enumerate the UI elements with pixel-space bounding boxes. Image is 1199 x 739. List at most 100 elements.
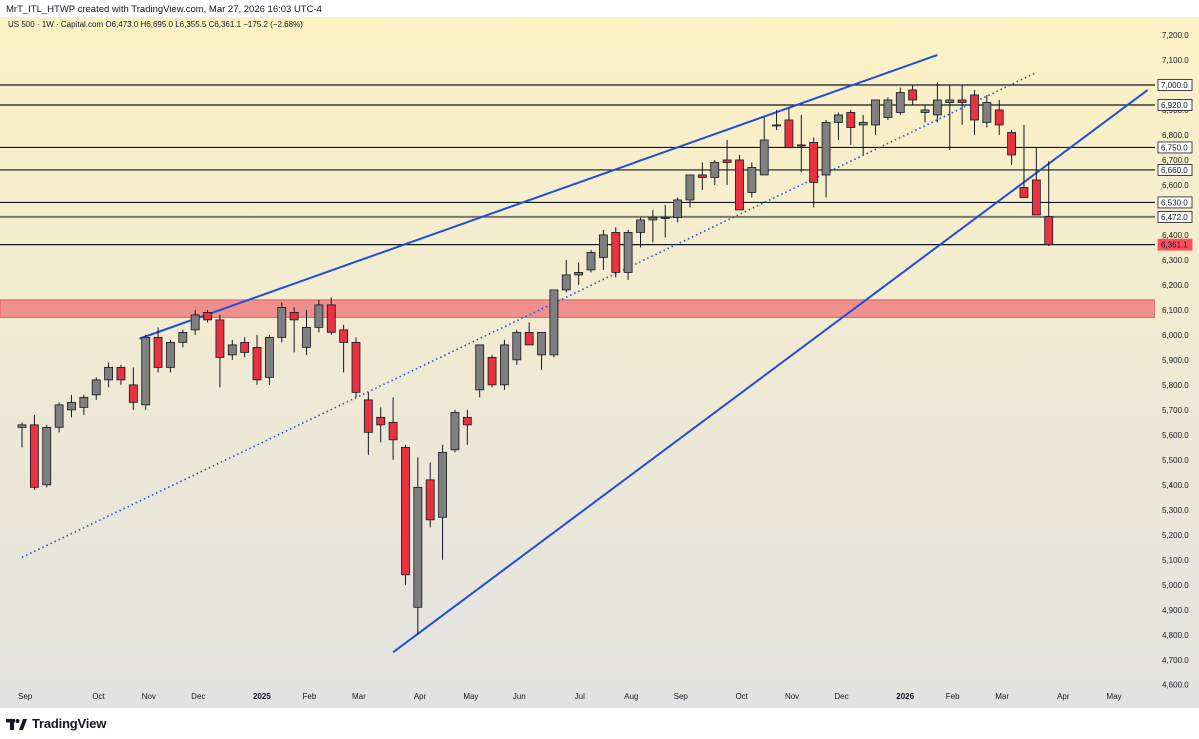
candle[interactable] <box>784 107 794 148</box>
candle[interactable] <box>846 109 856 145</box>
candle[interactable] <box>91 377 101 400</box>
candle[interactable] <box>932 82 942 123</box>
candle[interactable] <box>883 97 893 120</box>
candle[interactable] <box>116 364 126 385</box>
candle[interactable] <box>685 174 695 208</box>
candle[interactable] <box>1019 124 1029 198</box>
candle[interactable] <box>203 309 212 323</box>
candle[interactable] <box>17 422 27 448</box>
candle[interactable] <box>660 204 670 238</box>
candle[interactable] <box>772 109 781 130</box>
candle[interactable] <box>351 337 361 398</box>
candle[interactable] <box>970 89 979 135</box>
candle[interactable] <box>153 327 163 373</box>
candle[interactable] <box>128 367 138 410</box>
candle[interactable] <box>79 394 89 415</box>
candle[interactable] <box>104 362 113 388</box>
candle[interactable] <box>190 309 200 335</box>
trendline[interactable] <box>139 54 938 340</box>
candle-body-up <box>475 344 485 391</box>
candle-body-up <box>685 174 695 201</box>
candle[interactable] <box>636 217 645 248</box>
candle[interactable] <box>67 394 76 418</box>
candle[interactable] <box>598 229 608 270</box>
candle[interactable] <box>215 314 225 388</box>
tradingview-logo[interactable]: TradingView <box>6 716 106 731</box>
candle[interactable] <box>524 322 534 346</box>
candle[interactable] <box>289 307 299 353</box>
candle[interactable] <box>450 409 460 453</box>
candle[interactable] <box>982 94 992 128</box>
candle[interactable] <box>673 197 683 223</box>
candle[interactable] <box>722 139 732 185</box>
candle[interactable] <box>413 457 423 635</box>
price-box-label: 7,000.0 <box>1161 81 1188 90</box>
candle[interactable] <box>264 334 274 385</box>
price-axis[interactable] <box>1155 17 1199 708</box>
candle[interactable] <box>574 262 584 285</box>
candle[interactable] <box>759 117 769 176</box>
candle[interactable] <box>809 137 819 208</box>
candle[interactable] <box>314 299 324 333</box>
candle[interactable] <box>858 114 868 155</box>
candle[interactable] <box>178 329 188 348</box>
candle[interactable] <box>537 331 546 370</box>
candle[interactable] <box>500 339 509 390</box>
candle[interactable] <box>29 414 39 490</box>
candle[interactable] <box>425 462 435 528</box>
candle[interactable] <box>623 229 633 280</box>
price-chart[interactable]: US 500 · 1W · Capital.com O6,473.0 H6,69… <box>0 0 1199 708</box>
candle[interactable] <box>549 289 559 358</box>
candle[interactable] <box>462 409 472 445</box>
candle-body-down <box>524 331 534 346</box>
candle-body-up <box>54 404 64 428</box>
candle[interactable] <box>1031 147 1041 216</box>
candle[interactable] <box>834 112 843 140</box>
candle[interactable] <box>401 444 410 585</box>
candle[interactable] <box>339 324 349 373</box>
candle[interactable] <box>141 334 151 410</box>
candle[interactable] <box>697 162 707 190</box>
candle[interactable] <box>908 84 918 105</box>
candle[interactable] <box>512 329 522 365</box>
candle[interactable] <box>586 249 596 273</box>
resistance-zone[interactable] <box>0 299 1156 318</box>
candle[interactable] <box>363 392 373 455</box>
candle[interactable] <box>388 397 398 460</box>
candle[interactable] <box>945 84 955 150</box>
candle[interactable] <box>475 344 485 398</box>
candle[interactable] <box>895 87 905 115</box>
candle[interactable] <box>252 334 262 385</box>
candle[interactable] <box>166 339 175 373</box>
candle-body-up <box>932 99 942 116</box>
candle[interactable] <box>994 99 1004 135</box>
candle[interactable] <box>376 407 386 443</box>
candle[interactable] <box>957 84 967 125</box>
candle[interactable] <box>611 227 621 278</box>
candle[interactable] <box>54 402 64 433</box>
candle[interactable] <box>487 354 497 388</box>
candle[interactable] <box>1007 129 1016 165</box>
candle[interactable] <box>747 162 757 198</box>
candle[interactable] <box>648 209 658 243</box>
candle[interactable] <box>821 119 831 198</box>
candle[interactable] <box>920 104 930 123</box>
candle[interactable] <box>561 259 571 293</box>
candle-body-down <box>401 446 410 576</box>
trendline[interactable] <box>392 89 1149 654</box>
candle[interactable] <box>227 339 237 360</box>
candle[interactable] <box>796 114 806 173</box>
dotted-trendline[interactable] <box>21 71 1037 559</box>
candle[interactable] <box>735 154 744 211</box>
candle[interactable] <box>710 159 720 185</box>
candle[interactable] <box>438 444 447 560</box>
price-box-label: 6,361.1 <box>1161 241 1188 250</box>
candle[interactable] <box>277 302 287 343</box>
candle[interactable] <box>42 424 52 488</box>
candle[interactable] <box>871 99 880 135</box>
candle[interactable] <box>240 337 250 358</box>
candle[interactable] <box>302 309 311 355</box>
y-tick-label: 5,100.0 <box>1162 556 1189 565</box>
candle[interactable] <box>1044 161 1054 247</box>
candle[interactable] <box>326 297 336 335</box>
